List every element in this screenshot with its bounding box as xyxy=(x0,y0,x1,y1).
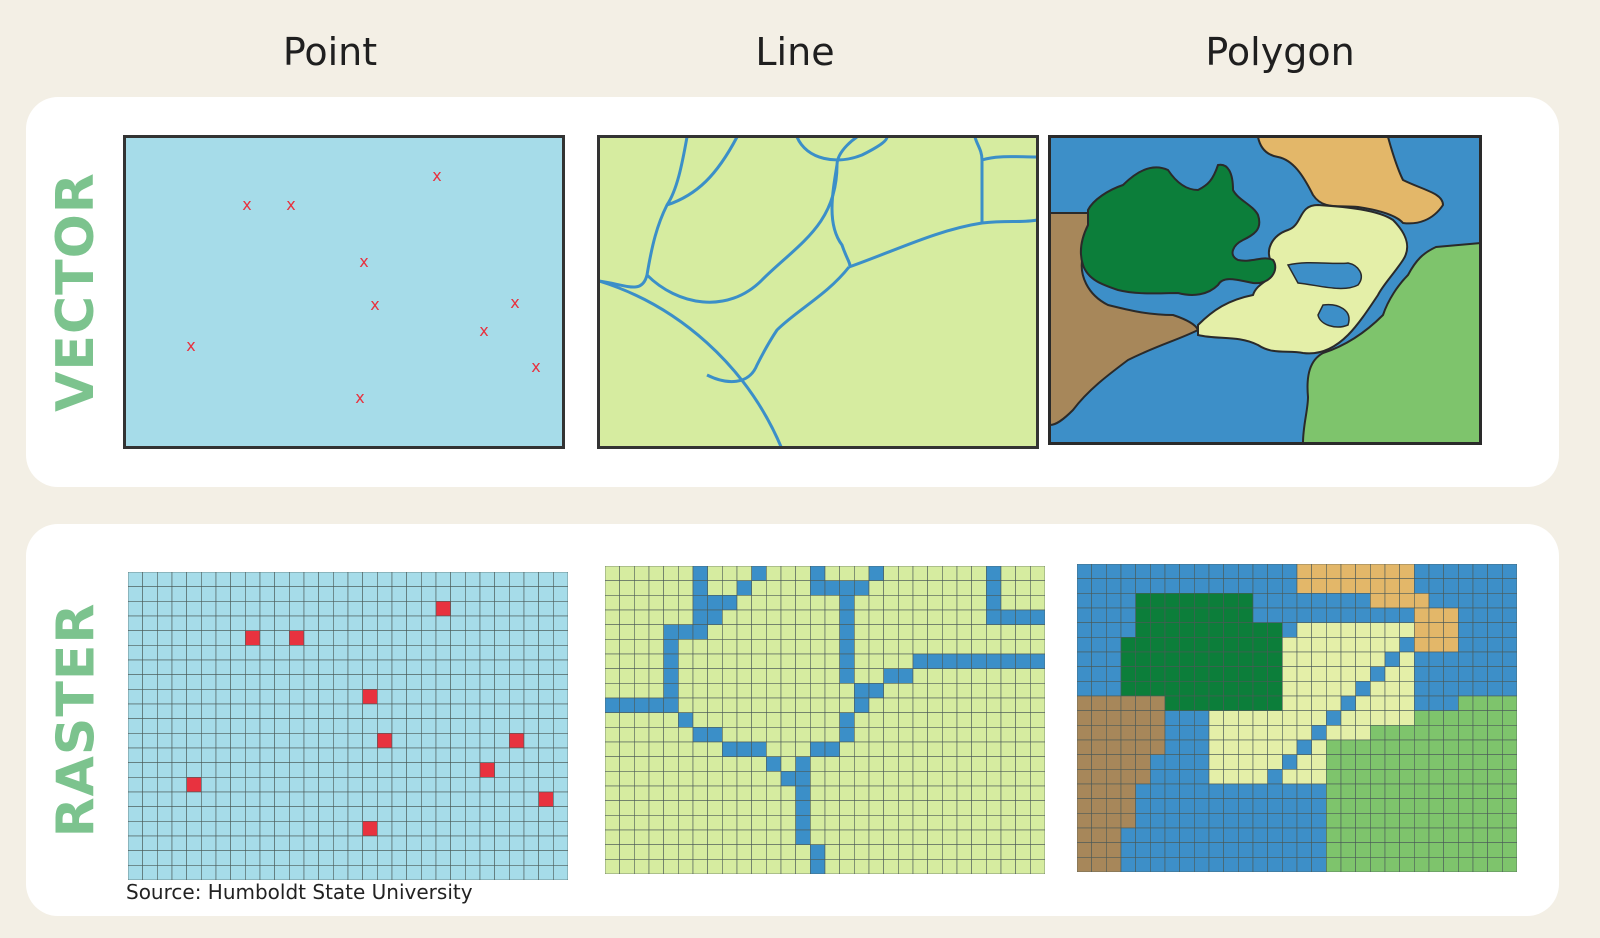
raster-line-map xyxy=(605,566,1045,874)
raster-point-map xyxy=(128,572,568,880)
point-marker: x xyxy=(432,166,441,185)
vector-line-map xyxy=(597,135,1039,449)
vector-row-label: VECTOR xyxy=(46,172,106,412)
point-marker: x xyxy=(186,336,195,355)
point-marker: x xyxy=(242,195,251,214)
point-marker: x xyxy=(286,195,295,214)
vector-polygon-map xyxy=(1048,135,1482,445)
column-title-polygon: Polygon xyxy=(1205,30,1355,74)
point-marker: x xyxy=(355,388,364,407)
vector-point-markers: x x x x x x x x x x xyxy=(186,166,540,407)
vector-point-map: x x x x x x x x x x xyxy=(123,135,565,449)
point-marker: x xyxy=(370,295,379,314)
raster-row-label: RASTER xyxy=(46,602,106,838)
column-title-point: Point xyxy=(282,30,378,74)
vector-panel: VECTOR x x x x x x x x x x xyxy=(26,97,1559,487)
point-marker: x xyxy=(510,293,519,312)
raster-polygon-map xyxy=(1077,564,1517,872)
point-marker: x xyxy=(359,252,368,271)
point-marker: x xyxy=(479,321,488,340)
source-note: Source: Humboldt State University xyxy=(126,880,473,904)
raster-panel: RASTER xyxy=(26,524,1559,916)
point-marker: x xyxy=(531,357,540,376)
column-title-line: Line xyxy=(755,30,835,74)
